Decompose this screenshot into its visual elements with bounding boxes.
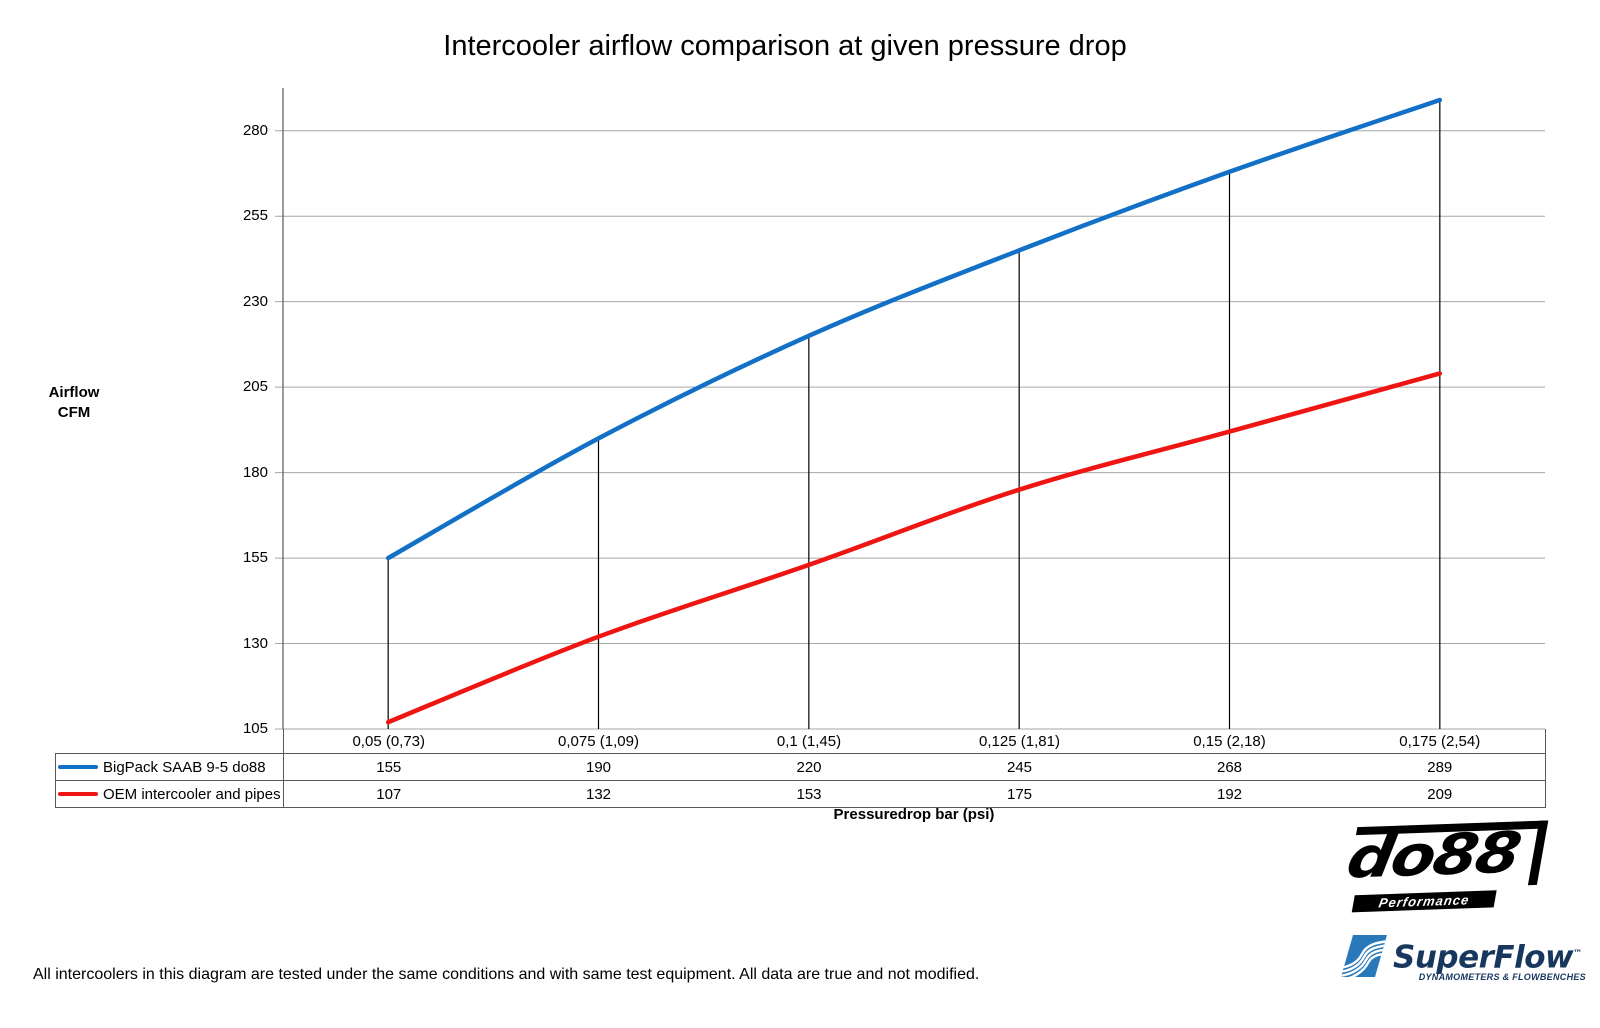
bigpack-value-4: 245 <box>914 753 1125 781</box>
plot-area <box>275 88 1545 730</box>
y-tick-label-280: 280 <box>242 122 268 139</box>
do88-logo-frame: do88 <box>1342 820 1549 892</box>
bigpack-value-3: 220 <box>703 753 915 781</box>
series-line-oem-intercooler-and-pipes <box>385 371 1443 725</box>
y-tick-label-205: 205 <box>242 378 268 395</box>
oem-value-6: 209 <box>1334 780 1546 808</box>
oem-value-4: 175 <box>914 780 1125 808</box>
x-tick-label-3: 0,1 (1,45) <box>703 729 915 754</box>
y-axis-title-line2: CFM <box>57 404 91 421</box>
superflow-logo-subtext: DYNAMOMETERS & FLOWBENCHES <box>1418 972 1586 983</box>
x-axis-title: Pressuredrop bar (psi) <box>833 806 995 823</box>
series-row-bigpack: BigPack SAAB 9-5 do88 155 190 220 245 26… <box>55 753 1546 781</box>
superflow-logo-text: SuperFlow™ <box>1393 939 1582 976</box>
bigpack-value-2: 190 <box>493 753 704 781</box>
legend-data-table: 0,05 (0,73) 0,075 (1,09) 0,1 (1,45) 0,12… <box>55 729 1546 808</box>
legend-label-oem: OEM intercooler and pipes <box>103 785 281 803</box>
legend-line-swatch-blue <box>58 765 98 769</box>
series-row-oem: OEM intercooler and pipes 107 132 153 17… <box>55 780 1546 808</box>
bigpack-value-5: 268 <box>1124 753 1335 781</box>
oem-value-1: 107 <box>283 780 494 808</box>
y-tick-label-180: 180 <box>242 464 268 481</box>
bigpack-value-1: 155 <box>283 753 494 781</box>
disclaimer-text: All intercoolers in this diagram are tes… <box>33 966 980 983</box>
do88-logo-text: do88 <box>1342 820 1525 892</box>
x-tick-label-6: 0,175 (2,54) <box>1334 729 1546 754</box>
y-axis-title: Airflow CFM <box>34 383 114 423</box>
x-tick-label-2: 0,075 (1,09) <box>493 729 704 754</box>
superflow-wave-icon <box>1341 934 1387 977</box>
trademark-symbol: ™ <box>1573 949 1582 959</box>
x-tick-label-1: 0,05 (0,73) <box>283 729 494 754</box>
oem-value-5: 192 <box>1124 780 1335 808</box>
y-tick-label-230: 230 <box>242 293 268 310</box>
x-axis-labels-row: 0,05 (0,73) 0,075 (1,09) 0,1 (1,45) 0,12… <box>56 729 1546 754</box>
legend-cell-oem: OEM intercooler and pipes <box>55 780 284 808</box>
table-corner-cell <box>56 729 284 754</box>
y-tick-label-130: 130 <box>242 635 268 652</box>
oem-value-3: 153 <box>703 780 915 808</box>
do88-performance-bar: Performance <box>1351 890 1497 913</box>
x-tick-label-5: 0,15 (2,18) <box>1124 729 1335 754</box>
legend-cell-bigpack: BigPack SAAB 9-5 do88 <box>55 753 284 781</box>
series-line-bigpack-saab-9-5-do88 <box>385 97 1443 561</box>
legend-label-bigpack: BigPack SAAB 9-5 do88 <box>103 758 266 776</box>
x-tick-label-4: 0,125 (1,81) <box>914 729 1125 754</box>
y-tick-label-255: 255 <box>242 207 268 224</box>
oem-value-2: 132 <box>493 780 704 808</box>
y-tick-label-155: 155 <box>242 549 268 566</box>
y-axis-title-line1: Airflow <box>48 384 100 401</box>
legend-line-swatch-red <box>58 792 98 796</box>
do88-logo: do88 Performance <box>1342 820 1549 913</box>
bigpack-value-6: 289 <box>1334 753 1546 781</box>
page-title: Intercooler airflow comparison at given … <box>443 30 1127 62</box>
superflow-logo: SuperFlow™ DYNAMOMETERS & FLOWBENCHES <box>1338 932 1588 982</box>
y-tick-label-105: 105 <box>242 720 268 737</box>
